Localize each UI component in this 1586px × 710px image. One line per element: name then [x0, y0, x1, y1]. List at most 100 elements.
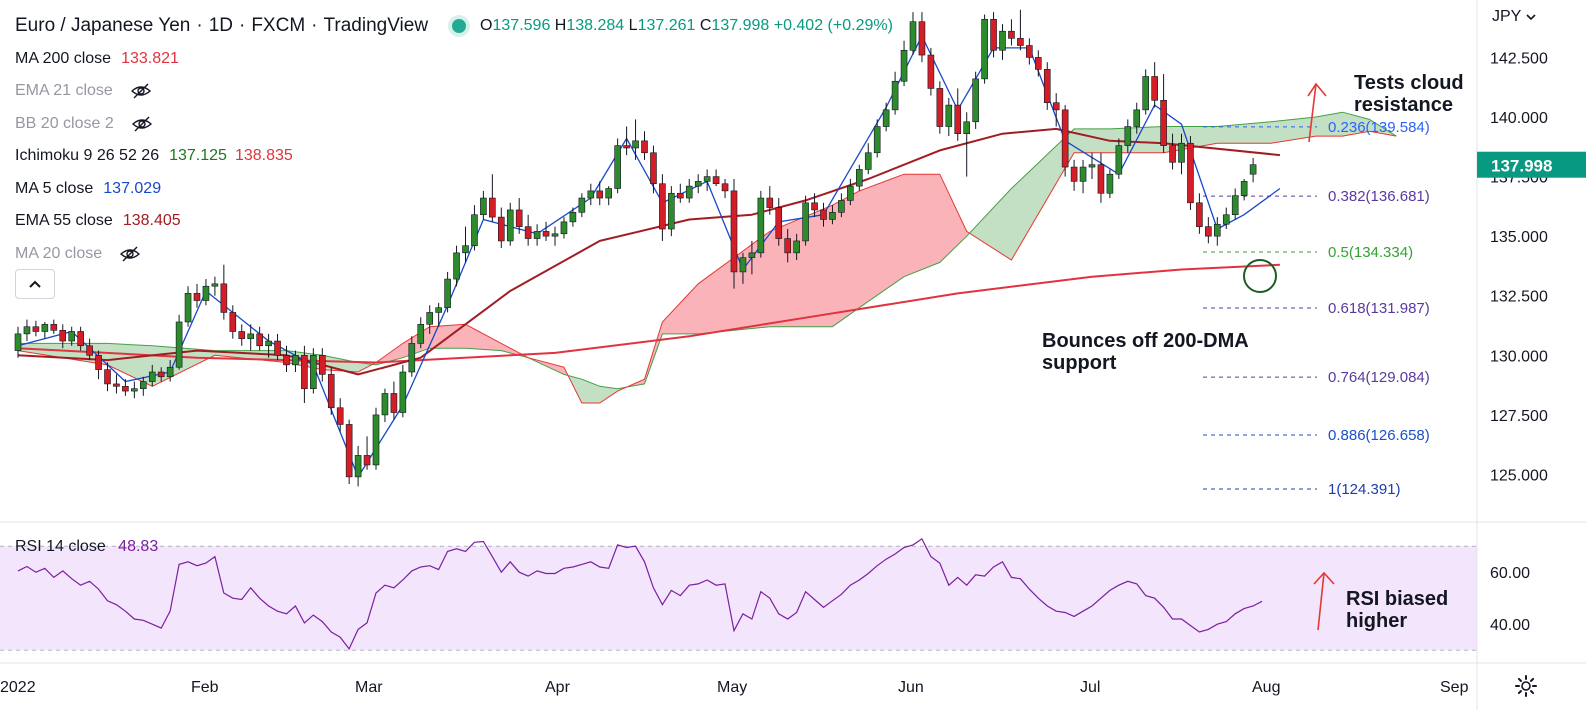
candle	[23, 326, 31, 335]
candle	[59, 330, 67, 342]
indicator-ema55[interactable]: EMA 55 close 138.405	[15, 212, 181, 230]
candle	[855, 169, 863, 187]
indicator-ichimoku[interactable]: Ichimoku 9 26 52 26 137.125 138.835	[15, 147, 293, 165]
candle	[166, 366, 174, 378]
collapse-legend-button[interactable]	[15, 269, 55, 299]
candle	[757, 197, 765, 254]
candle	[86, 345, 93, 356]
candle	[77, 331, 84, 347]
time-axis-label: Sep	[1440, 679, 1469, 696]
candle	[336, 407, 344, 425]
eye-hidden-icon[interactable]	[120, 246, 141, 262]
chevron-up-icon	[29, 280, 41, 288]
eye-hidden-icon[interactable]	[130, 83, 151, 99]
exchange: FXCM	[251, 15, 306, 37]
candle	[963, 121, 971, 134]
symbol-name[interactable]: Euro / Japanese Yen	[15, 15, 191, 37]
candle	[265, 340, 272, 347]
candle	[1142, 76, 1149, 111]
candle	[1178, 142, 1185, 163]
candle	[659, 183, 666, 230]
candle	[1097, 164, 1105, 194]
candle	[435, 307, 442, 313]
candle	[632, 140, 639, 149]
candle	[310, 355, 317, 389]
fib-level-label: 0.886(126.658)	[1328, 427, 1430, 444]
candle	[1079, 166, 1087, 182]
interval[interactable]: 1D	[208, 15, 233, 37]
currency-selector[interactable]: JPY	[1492, 8, 1536, 26]
candle	[864, 152, 872, 170]
time-axis-label: Mar	[355, 679, 383, 696]
candle	[918, 21, 926, 56]
candle	[1061, 109, 1069, 168]
candle	[829, 212, 836, 220]
price-tick-label: 135.000	[1490, 229, 1548, 246]
change-value: +0.402 (+0.29%)	[773, 17, 893, 35]
candle	[68, 331, 75, 342]
indicator-value: 137.029	[103, 179, 162, 197]
candle	[1214, 223, 1221, 237]
candle	[175, 321, 183, 368]
candle	[1240, 181, 1248, 196]
annotation-rsi-text: RSI biased	[1346, 588, 1448, 610]
candle	[1196, 202, 1203, 227]
rsi-name: RSI 14 close	[15, 538, 106, 555]
candle	[1187, 142, 1194, 204]
candle	[327, 374, 335, 409]
time-axis-label: Jun	[898, 679, 924, 696]
candle	[1043, 69, 1051, 104]
arrow-up-icon	[1313, 571, 1335, 631]
indicator-bb20[interactable]: BB 20 close 2	[15, 108, 893, 141]
candle	[1205, 226, 1212, 237]
candle	[847, 185, 854, 201]
candle	[1231, 195, 1239, 216]
candle	[256, 333, 263, 347]
candle	[140, 381, 147, 389]
candle	[739, 257, 747, 273]
candle	[1106, 173, 1114, 194]
time-axis-label: May	[717, 679, 747, 696]
symbol-header: Euro / Japanese Yen · 1D · FXCM · Tradin…	[15, 15, 893, 37]
ohlc-values: O137.596 H138.284 L137.261 C137.998 +0.4…	[480, 17, 893, 35]
candle	[148, 371, 156, 382]
candle	[1070, 166, 1078, 182]
candle	[945, 104, 953, 127]
eye-hidden-icon[interactable]	[131, 116, 152, 132]
candle	[873, 126, 881, 154]
candle	[981, 18, 988, 80]
indicator-ema21[interactable]: EMA 21 close	[15, 75, 893, 108]
candle	[838, 200, 845, 213]
fib-level-label: 0.618(131.987)	[1328, 300, 1430, 317]
candle	[1035, 57, 1042, 70]
price-tick-label: 127.500	[1490, 408, 1548, 425]
gear-icon[interactable]	[1514, 674, 1538, 698]
candle	[506, 209, 514, 242]
candle	[1115, 145, 1123, 175]
fib-level-label: 0.236(139.584)	[1328, 119, 1430, 136]
indicator-ma200[interactable]: MA 200 close 133.821	[15, 49, 179, 67]
candle	[426, 312, 434, 325]
annotation-cloud-text: Tests cloud	[1354, 72, 1464, 94]
candle	[497, 216, 505, 242]
candle	[14, 333, 22, 351]
candle	[381, 393, 389, 416]
fib-level-label: 0.764(129.084)	[1328, 369, 1430, 386]
indicator-ma20[interactable]: MA 20 close	[15, 238, 893, 271]
candle	[990, 18, 997, 51]
candle	[131, 388, 138, 392]
candle	[220, 283, 228, 313]
candle	[668, 192, 675, 230]
low-value: 137.261	[637, 17, 696, 35]
candle	[703, 176, 711, 182]
candle	[954, 104, 962, 134]
candle	[802, 202, 809, 242]
indicator-ma5[interactable]: MA 5 close 137.029	[15, 179, 162, 197]
candle	[408, 343, 416, 373]
candle	[283, 355, 290, 366]
indicator-value: 137.125	[169, 147, 227, 165]
ichimoku-cloud-bearish	[626, 174, 970, 388]
rsi-legend[interactable]: RSI 14 close 48.83	[15, 538, 158, 556]
candle	[811, 202, 818, 211]
